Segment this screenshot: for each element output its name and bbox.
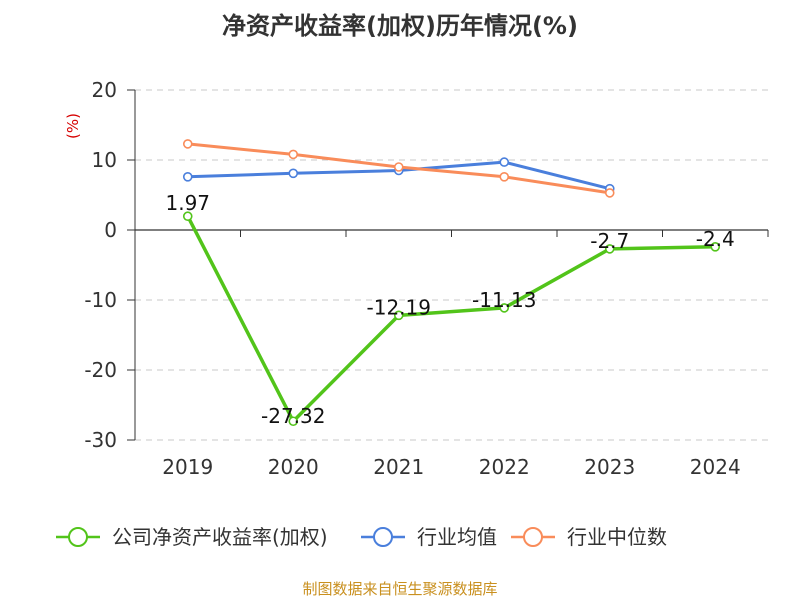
data-point <box>182 139 193 149</box>
data-labels: 1.97 -27.32 -12.19 -11.13 -2.7 -2.4 <box>165 191 734 428</box>
legend-label: 行业均值 <box>417 525 497 549</box>
data-point <box>393 310 404 321</box>
y-tick-label: -30 <box>84 428 117 452</box>
x-tick-label: 2024 <box>690 455 741 479</box>
data-point <box>604 188 615 198</box>
legend-label: 公司净资产收益率(加权) <box>112 525 328 549</box>
data-label: 1.97 <box>165 191 210 215</box>
y-tick-label: -10 <box>84 288 117 312</box>
legend-swatch-marker <box>523 527 543 547</box>
y-tick-label: 10 <box>92 148 117 172</box>
data-point <box>182 172 193 182</box>
data-label: -11.13 <box>472 288 536 312</box>
data-label: -12.19 <box>367 295 431 319</box>
legend: 公司净资产收益率(加权) 行业均值 行业中位数 <box>56 525 667 549</box>
x-tick-label: 2019 <box>162 455 213 479</box>
source-note: 制图数据来自恒生聚源数据库 <box>302 580 497 598</box>
data-point <box>393 162 404 172</box>
grid <box>135 89 768 441</box>
data-label: -2.7 <box>590 229 629 253</box>
series-line <box>186 214 717 423</box>
x-tick-label: 2020 <box>268 455 319 479</box>
data-label: -2.4 <box>696 227 735 251</box>
legend-label: 行业中位数 <box>567 525 667 549</box>
x-tick-label: 2023 <box>584 455 635 479</box>
data-point <box>604 244 615 254</box>
x-tick-label: 2022 <box>479 455 530 479</box>
x-tick-label: 2021 <box>373 455 424 479</box>
axes: 20 10 0 -10 -20 -30 2019 2020 2021 2022 2023 2024 <box>84 78 769 479</box>
y-tick-label: 0 <box>104 218 117 242</box>
data-point <box>288 416 299 427</box>
data-point <box>499 172 510 182</box>
y-tick-label: 20 <box>92 78 117 102</box>
chart-title: 净资产收益率(加权)历年情况(%) <box>222 12 578 40</box>
data-point <box>499 157 510 167</box>
data-label: -27.32 <box>261 404 325 428</box>
y-tick-label: -20 <box>84 358 117 382</box>
y-axis-unit: (%) <box>64 113 82 139</box>
series-layer <box>182 139 721 427</box>
data-point <box>182 211 193 222</box>
legend-swatch-marker <box>373 527 393 547</box>
data-point <box>710 242 721 252</box>
data-point <box>288 168 299 179</box>
data-point <box>499 303 510 313</box>
data-point <box>288 149 299 160</box>
legend-swatch-marker <box>68 527 88 547</box>
